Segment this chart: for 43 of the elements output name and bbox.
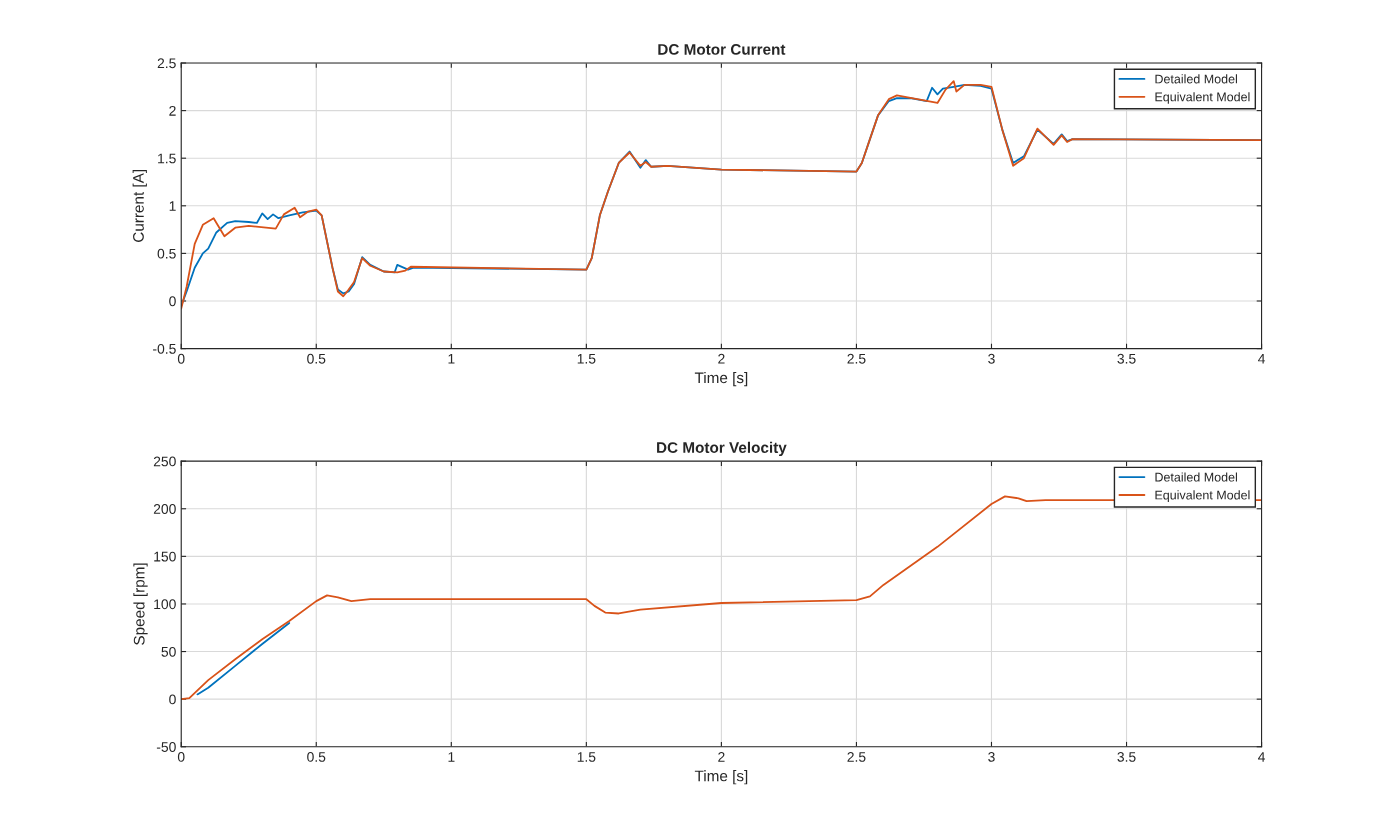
x-tick-label: 2.5	[847, 751, 866, 762]
x-tick-label: 1	[448, 353, 455, 364]
y-tick-label: 0.5	[157, 248, 176, 259]
legend-label: Detailed Model	[1155, 74, 1237, 84]
legend-label: Equivalent Model	[1155, 490, 1250, 502]
x-tick-label: 2	[718, 751, 725, 762]
y-tick-label: -50	[156, 742, 176, 752]
x-axis-title: Time [s]	[694, 770, 748, 785]
x-tick-label: 0.5	[307, 353, 326, 364]
y-tick-label: -0.5	[153, 343, 176, 354]
y-tick-label: 0	[169, 296, 176, 307]
legend-label: Equivalent Model	[1155, 92, 1250, 104]
x-tick-label: 0	[177, 353, 185, 364]
x-tick-label: 0.5	[307, 751, 326, 762]
legend-label: Detailed Model	[1155, 472, 1237, 482]
x-tick-label: 3	[988, 353, 995, 364]
y-axis-title: Current [A]	[132, 169, 147, 242]
x-tick-label: 1	[448, 752, 455, 762]
chart-title: DC Motor Current	[658, 44, 786, 55]
line-series	[196, 622, 291, 696]
x-tick-label: 3	[988, 751, 995, 762]
x-tick-label: 4	[1258, 353, 1266, 364]
x-tick-label: 1.5	[577, 752, 596, 762]
x-tick-label: 3.5	[1117, 353, 1136, 364]
y-tick-label: 2.5	[157, 58, 176, 69]
y-tick-label: 1	[169, 201, 176, 211]
y-tick-label: 1.5	[158, 153, 176, 164]
x-tick-label: 1.5	[577, 353, 596, 364]
x-tick-label: 0	[177, 751, 185, 762]
y-axis-title: Speed [rpm]	[133, 563, 148, 645]
y-tick-label: 100	[154, 599, 176, 610]
y-tick-label: 2	[169, 105, 176, 116]
chart-title: DC Motor Velocity	[657, 441, 787, 456]
x-tick-label: 3.5	[1117, 751, 1136, 762]
y-tick-label: 200	[153, 504, 176, 514]
x-tick-label: 4	[1258, 752, 1266, 762]
y-tick-label: 250	[153, 456, 176, 467]
x-tick-label: 2	[718, 353, 725, 364]
y-tick-label: 50	[161, 646, 176, 657]
y-tick-label: 150	[154, 551, 176, 562]
x-tick-label: 2.5	[847, 353, 866, 364]
y-tick-label: 0	[169, 694, 176, 705]
x-axis-title: Time [s]	[694, 371, 748, 387]
